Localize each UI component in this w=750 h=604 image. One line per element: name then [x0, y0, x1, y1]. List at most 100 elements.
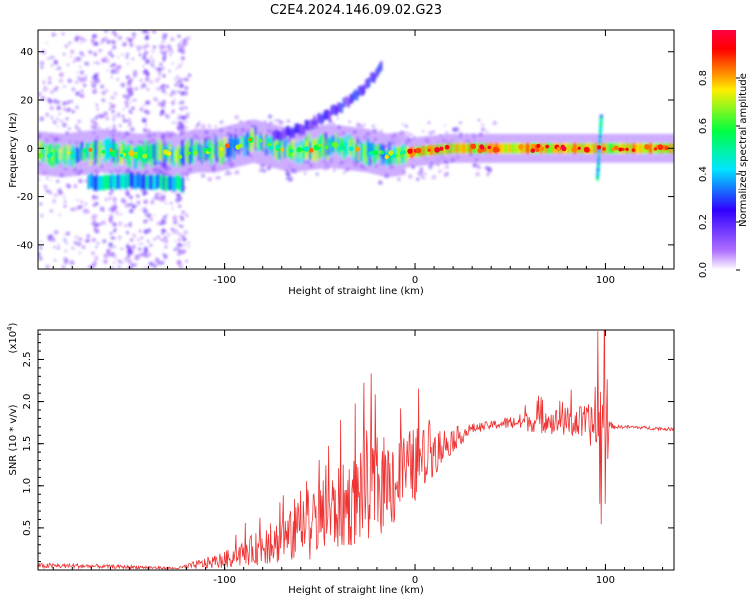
carrier-core [254, 126, 257, 150]
carrier-core [630, 143, 633, 154]
noise-speck [88, 265, 90, 268]
lower-track [120, 174, 123, 189]
colorbar: 0.0 0.2 0.4 0.6 0.8 Normalized spectral ampl… [698, 30, 749, 278]
noise-speck [131, 32, 136, 37]
carrier-core [182, 145, 185, 166]
upper-track [296, 123, 299, 133]
noise-speck [183, 230, 188, 235]
noise-speck [113, 65, 118, 70]
carrier-peak [625, 147, 629, 151]
lower-track [173, 176, 176, 192]
carrier-peak [340, 145, 345, 150]
noise-speck [40, 240, 43, 243]
spike-feature [599, 114, 603, 118]
carrier-peak [289, 148, 294, 153]
lower-track [157, 173, 160, 188]
noise-speck [149, 79, 154, 85]
colorbar-tick-label: 0.8 [698, 70, 709, 86]
noise-speck [130, 101, 133, 103]
carrier-core [190, 138, 193, 162]
noise-speck [49, 105, 54, 111]
noise-speck [84, 75, 87, 78]
carrier-core [278, 141, 281, 159]
noise-speck [130, 262, 135, 267]
carrier-core [507, 143, 510, 154]
carrier-peak [644, 144, 650, 150]
carrier-core [187, 139, 190, 164]
noise-speck [133, 263, 138, 267]
carrier-peak [518, 144, 524, 150]
noise-streak-speck [177, 252, 181, 256]
colorbar-tick-label: 0.4 [698, 166, 709, 182]
carrier-core [633, 143, 636, 154]
carrier-core [213, 144, 216, 155]
noise-streak-speck [145, 128, 149, 133]
noise-speck [81, 245, 86, 249]
snr-line [38, 330, 674, 570]
carrier-core [216, 141, 219, 163]
noise-streak-speck [92, 75, 97, 80]
noise-speck [475, 171, 481, 177]
noise-speck [82, 83, 87, 88]
upper-track [275, 129, 278, 140]
noise-speck [137, 47, 141, 52]
carrier-core [194, 140, 198, 157]
carrier-core [59, 149, 62, 161]
noise-streak-speck [94, 41, 99, 47]
noise-speck [77, 119, 81, 124]
noise-streak-speck [93, 227, 96, 230]
noise-speck [174, 239, 177, 242]
carrier-core [592, 143, 595, 154]
carrier-core [193, 144, 196, 155]
noise-streak-speck [178, 264, 184, 269]
noise-speck [114, 69, 119, 74]
noise-speck [332, 122, 335, 125]
noise-speck [40, 96, 46, 101]
carrier-peak [556, 146, 561, 151]
noise-speck [154, 195, 159, 200]
colorbar-label: Normalized spectral amplitude [738, 73, 749, 227]
carrier-peak [46, 154, 52, 159]
noise-streak-speck [110, 104, 115, 109]
noise-speck [54, 60, 59, 65]
lower-track [113, 174, 116, 190]
carrier-core [429, 145, 432, 156]
noise-speck [114, 33, 118, 37]
noise-speck [79, 41, 83, 45]
noise-speck [180, 225, 184, 229]
noise-speck [124, 224, 127, 228]
noise-speck [77, 128, 82, 133]
noise-speck [185, 115, 189, 119]
noise-speck [486, 166, 492, 172]
noise-speck [156, 86, 161, 91]
noise-speck [79, 93, 84, 98]
noise-speck [200, 124, 206, 129]
carrier-core [231, 138, 234, 149]
noise-speck [90, 118, 96, 124]
carrier-peak [238, 143, 243, 148]
noise-streak-speck [110, 215, 113, 218]
carrier-peak [38, 152, 43, 159]
spike-feature [599, 118, 603, 122]
carrier-core [220, 147, 223, 158]
carrier-core [280, 138, 283, 154]
snr-scale-label: (x104) [6, 322, 19, 353]
carrier-core [354, 143, 358, 162]
lower-track [111, 173, 114, 188]
carrier-core [498, 143, 501, 154]
noise-streak-speck [159, 44, 164, 48]
upper-track [339, 102, 342, 113]
carrier-core [196, 142, 199, 153]
spike-feature [598, 140, 602, 144]
carrier-peak [618, 147, 623, 152]
noise-speck [151, 59, 155, 63]
carrier-peak [597, 145, 602, 150]
carrier-peak [308, 147, 314, 153]
noise-speck [63, 85, 66, 88]
lower-track [168, 175, 171, 191]
noise-speck [182, 237, 187, 242]
noise-speck [117, 265, 122, 269]
carrier-core [505, 143, 508, 154]
carrier-core [458, 143, 461, 154]
noise-speck [105, 58, 110, 64]
